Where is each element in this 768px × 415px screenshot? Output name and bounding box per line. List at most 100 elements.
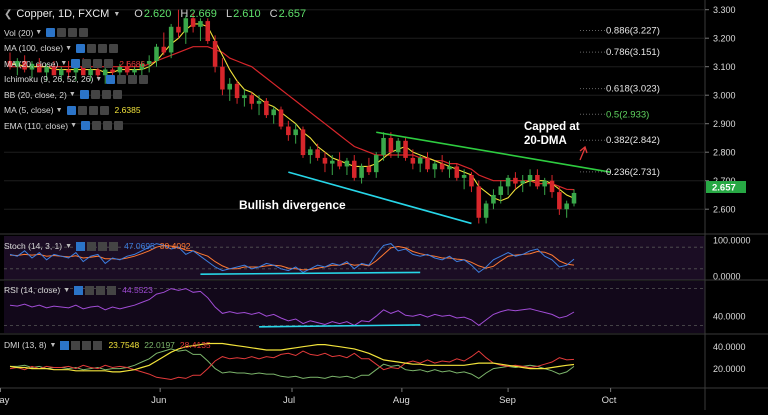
add-icon[interactable]: [128, 74, 138, 84]
indicator-row[interactable]: MA (5, close) ▼ 2.6385: [4, 104, 141, 117]
chevron-down-icon[interactable]: ▼: [49, 341, 57, 349]
add-icon[interactable]: [82, 340, 92, 350]
eye-icon[interactable]: [106, 74, 116, 84]
close-icon[interactable]: [112, 90, 122, 99]
indicator-label[interactable]: MA (5, close): [4, 105, 54, 115]
add-icon[interactable]: [101, 90, 111, 99]
candle-body: [249, 95, 254, 104]
chevron-down-icon[interactable]: ▼: [70, 122, 78, 129]
close-icon[interactable]: [79, 28, 89, 37]
candle-body: [351, 160, 357, 178]
settings-icon[interactable]: [87, 43, 96, 53]
indicator-label[interactable]: MA (20, close): [4, 58, 59, 69]
add-icon[interactable]: [68, 28, 78, 37]
close-icon[interactable]: [104, 59, 114, 68]
price-tick-label: 3.200: [713, 34, 736, 44]
price-tick-label: 2.600: [713, 205, 736, 215]
settings-icon[interactable]: [57, 28, 67, 37]
indicator-value: 2.6686: [119, 58, 146, 69]
candle-body: [366, 166, 372, 173]
indicator-row[interactable]: Ichimoku (9, 26, 52, 26) ▼: [4, 73, 150, 86]
settings-icon[interactable]: [90, 90, 100, 99]
chevron-down-icon[interactable]: ▼: [55, 106, 63, 114]
rsi-legend[interactable]: RSI (14, close) ▼ 44.5523: [4, 284, 153, 296]
eye-icon[interactable]: [71, 59, 81, 68]
add-icon[interactable]: [98, 43, 107, 53]
candle-body: [483, 203, 489, 218]
add-icon[interactable]: [103, 121, 113, 130]
indicator-label[interactable]: EMA (110, close): [4, 120, 69, 131]
chevron-down-icon[interactable]: ▼: [65, 44, 72, 52]
current-price-label: 2.657: [712, 183, 736, 194]
stoch-label[interactable]: Stoch (14, 3, 1): [4, 241, 63, 251]
indicator-row[interactable]: MA (100, close) ▼: [4, 42, 120, 55]
chevron-down-icon[interactable]: ▼: [95, 75, 103, 83]
stoch-legend[interactable]: Stoch (14, 3, 1) ▼ 47.0695 30.4092: [4, 240, 191, 252]
indicator-label[interactable]: BB (20, close, 2): [4, 89, 67, 100]
bullish-divergence-annotation: Bullish divergence: [239, 198, 346, 212]
eye-icon[interactable]: [76, 241, 86, 251]
eye-icon[interactable]: [46, 28, 56, 37]
dmi-legend[interactable]: DMI (13, 8) ▼ 23.7548 22.0197 28.4135: [4, 339, 211, 351]
close-icon[interactable]: [109, 241, 119, 251]
add-icon[interactable]: [96, 285, 106, 295]
settings-icon[interactable]: [71, 340, 81, 350]
add-icon[interactable]: [93, 59, 103, 68]
indicator-row[interactable]: MA (20, close) ▼ 2.6686: [4, 57, 145, 70]
price-tick-label: 3.300: [713, 5, 736, 15]
eye-icon[interactable]: [81, 121, 91, 130]
settings-icon[interactable]: [92, 121, 102, 130]
close-icon[interactable]: [139, 74, 149, 84]
add-icon[interactable]: [88, 105, 98, 115]
chevron-down-icon[interactable]: ▼: [68, 91, 76, 98]
close-icon[interactable]: [109, 43, 118, 53]
chevron-down-icon[interactable]: ▼: [63, 286, 71, 294]
indicator-row[interactable]: Vol (20) ▼: [4, 26, 90, 39]
close-icon[interactable]: [114, 121, 124, 130]
eye-icon[interactable]: [74, 285, 84, 295]
fib-label: 0.786(3.151): [606, 47, 660, 58]
chevron-down-icon[interactable]: ▼: [113, 10, 121, 18]
rsi-label[interactable]: RSI (14, close): [4, 285, 61, 295]
settings-icon[interactable]: [117, 74, 127, 84]
symbol-header[interactable]: ❮ Copper, 1D, FXCM ▼ O2.620 H2.669 L2.61…: [4, 6, 306, 22]
close-icon[interactable]: [107, 285, 117, 295]
settings-icon[interactable]: [87, 241, 97, 251]
dmi-pane[interactable]: [9, 342, 575, 381]
close-icon[interactable]: [99, 105, 109, 115]
candle-body: [124, 66, 130, 73]
rsi-pane[interactable]: [4, 288, 705, 328]
stoch-d-value: 30.4092: [159, 241, 191, 251]
close-icon[interactable]: [93, 340, 103, 350]
indicator-label[interactable]: MA (100, close): [4, 43, 64, 53]
indicator-row[interactable]: EMA (110, close) ▼: [4, 119, 125, 132]
candle-body: [51, 66, 57, 76]
ma20-line: [10, 46, 575, 191]
eye-icon[interactable]: [60, 340, 70, 350]
dmi-label[interactable]: DMI (13, 8): [4, 340, 47, 350]
symbol-title[interactable]: Copper, 1D, FXCM: [16, 8, 110, 20]
indicator-row[interactable]: BB (20, close, 2) ▼: [4, 88, 124, 101]
chevron-down-icon[interactable]: ▼: [65, 242, 73, 250]
price-pane[interactable]: [7, 9, 611, 225]
eye-icon[interactable]: [79, 90, 89, 99]
price-tick-label: 3.100: [713, 62, 736, 72]
stoch-divergence-line: [200, 271, 421, 275]
chevron-down-icon[interactable]: ▼: [60, 60, 68, 67]
candle-body: [95, 69, 101, 76]
eye-icon[interactable]: [66, 105, 76, 115]
add-icon[interactable]: [98, 241, 108, 251]
settings-icon[interactable]: [77, 105, 87, 115]
indicator-label[interactable]: Vol (20): [4, 27, 34, 38]
indicator-label[interactable]: Ichimoku (9, 26, 52, 26): [4, 74, 94, 84]
chevron-down-icon[interactable]: ▼: [35, 29, 43, 36]
time-axis[interactable]: May Jun Jul Aug Sep Oct: [0, 388, 617, 406]
eye-icon[interactable]: [76, 43, 85, 53]
collapse-icon[interactable]: ❮: [4, 8, 13, 20]
stoch-pane[interactable]: [4, 243, 705, 275]
low-value: 2.610: [233, 8, 261, 20]
settings-icon[interactable]: [85, 285, 95, 295]
settings-icon[interactable]: [82, 59, 92, 68]
